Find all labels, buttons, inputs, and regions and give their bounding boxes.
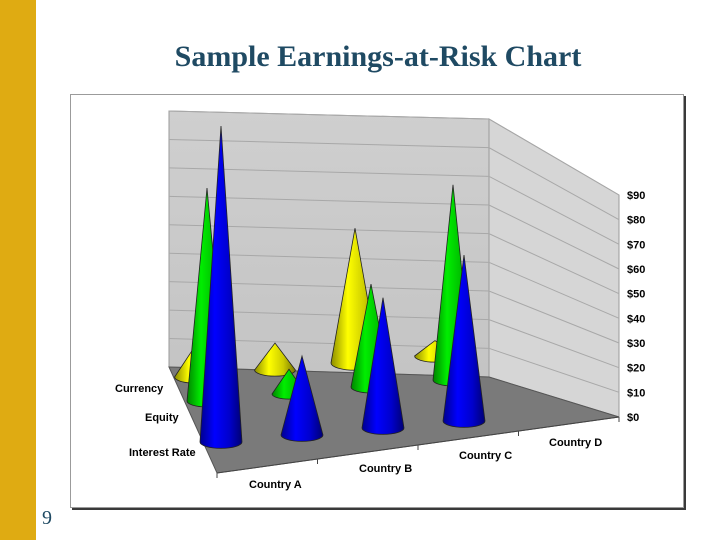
gridline-8 xyxy=(168,138,620,221)
sidebar-accent-bar xyxy=(0,0,36,540)
cone-body xyxy=(199,125,243,449)
gridline-9 xyxy=(168,110,620,196)
cone-body xyxy=(254,342,296,377)
category-label-2: Country C xyxy=(459,450,512,462)
y-tick-label-3: $30 xyxy=(627,338,645,350)
gridline-2 xyxy=(168,309,620,369)
y-tick-label-1: $10 xyxy=(627,387,645,399)
gridline-7 xyxy=(168,167,620,245)
earnings-at-risk-chart: $0 $10 $20 $30 $40 $50 $60 $70 $80 $90 Country A Co… xyxy=(115,110,645,491)
y-tick-label-4: $40 xyxy=(627,313,645,325)
y-tick-label-6: $60 xyxy=(627,264,645,276)
category-label-1: Country B xyxy=(359,463,412,475)
side-wall xyxy=(488,118,620,418)
cone-body xyxy=(280,354,324,442)
chart-cones xyxy=(174,125,486,449)
page-number: 9 xyxy=(42,507,52,529)
cone-body xyxy=(361,297,405,435)
category-label-0: Country A xyxy=(249,479,302,491)
gridline-4 xyxy=(168,252,620,319)
cone-interest-rate-1 xyxy=(280,354,324,442)
y-tick-label-0: $0 xyxy=(627,412,639,424)
y-tick-label-5: $50 xyxy=(627,289,645,301)
gridline-3 xyxy=(168,281,620,344)
gridline-1 xyxy=(168,338,620,393)
gridline-5 xyxy=(168,224,620,295)
cone-body xyxy=(442,255,486,428)
series-label-0: Currency xyxy=(115,383,164,395)
cone-interest-rate-0 xyxy=(199,125,243,449)
y-tick-label-9: $90 xyxy=(627,190,645,202)
cone-interest-rate-2 xyxy=(361,297,405,435)
gridline-6 xyxy=(168,195,620,270)
chart-frame: $0 $10 $20 $30 $40 $50 $60 $70 $80 $90 Country A Co… xyxy=(70,94,684,508)
chart-labels: $0 $10 $20 $30 $40 $50 $60 $70 $80 $90 Country A Co… xyxy=(115,190,645,491)
category-label-3: Country D xyxy=(549,437,602,449)
cone-interest-rate-3 xyxy=(442,255,486,428)
y-tick-label-8: $80 xyxy=(627,215,645,227)
series-label-1: Equity xyxy=(145,412,179,424)
y-tick-label-7: $70 xyxy=(627,239,645,251)
series-label-2: Interest Rate xyxy=(129,447,196,459)
y-tick-label-2: $20 xyxy=(627,363,645,375)
cone-currency-1 xyxy=(254,342,296,377)
slide-title: Sample Earnings-at-Risk Chart xyxy=(174,40,582,73)
